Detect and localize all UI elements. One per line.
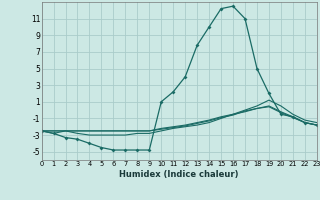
X-axis label: Humidex (Indice chaleur): Humidex (Indice chaleur) (119, 170, 239, 179)
